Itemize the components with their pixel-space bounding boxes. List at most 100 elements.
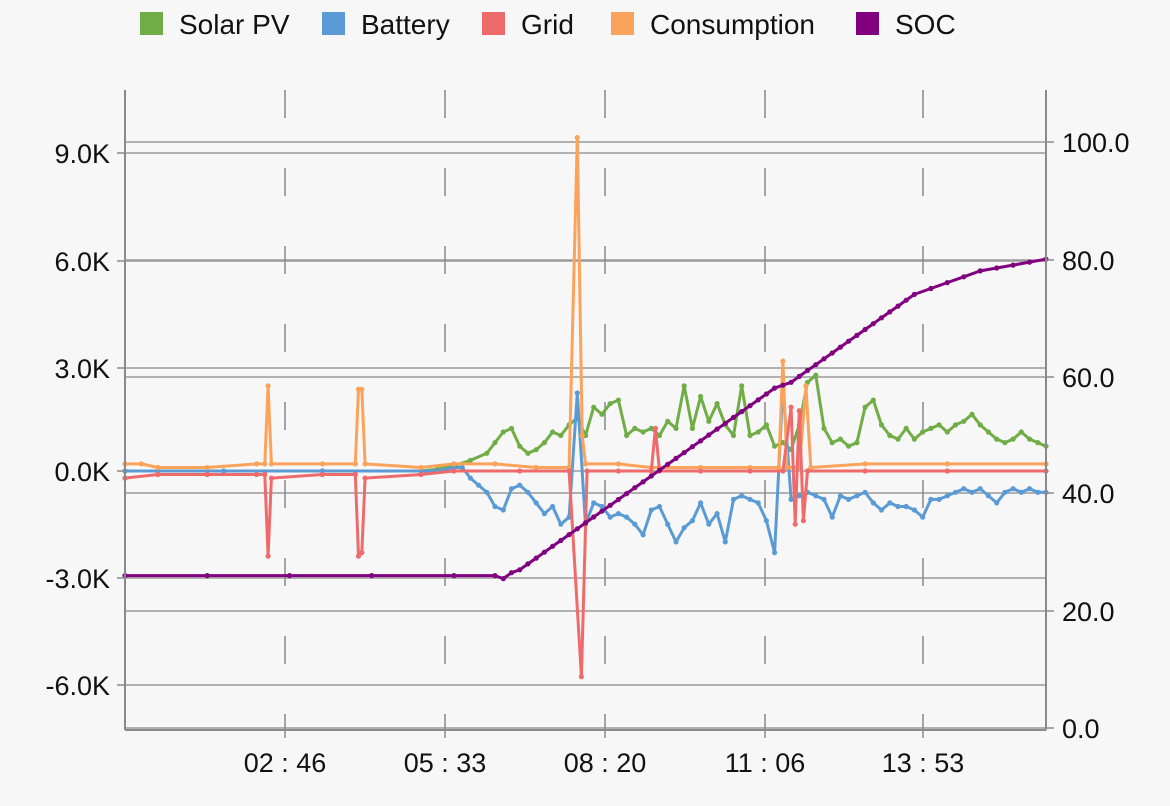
legend-label: Battery <box>361 9 450 40</box>
data-point <box>846 496 852 502</box>
data-point <box>615 461 622 467</box>
data-point <box>533 555 539 561</box>
data-point <box>1027 486 1033 492</box>
data-point <box>599 508 605 514</box>
data-point <box>928 285 934 292</box>
data-point <box>558 521 564 527</box>
data-point <box>911 507 918 513</box>
data-point <box>632 521 638 527</box>
data-point <box>985 429 992 435</box>
data-point <box>467 475 473 481</box>
series-consumption <box>122 135 1049 471</box>
data-point <box>772 550 778 556</box>
data-point <box>492 573 498 579</box>
data-point <box>698 393 704 400</box>
data-point <box>788 496 794 502</box>
data-point <box>591 404 597 410</box>
data-point <box>837 493 844 499</box>
data-point <box>730 432 737 439</box>
data-point <box>803 383 809 389</box>
data-point <box>155 464 161 471</box>
data-point <box>673 455 679 461</box>
y-left-tick-label: 6.0K <box>54 247 110 277</box>
data-point <box>796 408 802 414</box>
data-point <box>944 493 950 499</box>
data-point <box>138 461 144 467</box>
data-point <box>714 426 720 432</box>
data-point <box>492 503 498 510</box>
data-point <box>788 379 794 385</box>
data-point <box>558 432 564 439</box>
data-point <box>615 468 622 474</box>
data-point <box>268 475 274 481</box>
data-point <box>870 321 876 327</box>
data-point <box>541 510 548 517</box>
y-right-tick-label: 80.0 <box>1062 246 1115 276</box>
data-point <box>624 491 630 497</box>
data-point <box>903 425 909 431</box>
data-point <box>541 549 548 555</box>
data-point <box>821 356 827 362</box>
data-point <box>204 573 210 579</box>
data-point <box>648 425 654 431</box>
legend-label: Solar PV <box>179 9 290 40</box>
data-point <box>541 440 548 446</box>
data-point <box>484 489 490 495</box>
legend-label: Grid <box>521 9 574 40</box>
data-point <box>352 471 358 478</box>
series-soc <box>122 256 1049 582</box>
data-point <box>599 503 605 510</box>
data-point <box>656 467 663 473</box>
data-point <box>359 386 365 392</box>
data-point <box>574 135 580 141</box>
data-point <box>977 268 983 274</box>
data-point <box>944 280 950 286</box>
data-point <box>369 573 375 579</box>
data-point <box>977 486 983 492</box>
data-point <box>1010 436 1016 442</box>
data-point <box>829 350 835 356</box>
data-point <box>262 461 268 467</box>
data-point <box>525 489 531 495</box>
data-point <box>944 429 950 435</box>
data-point <box>648 468 654 474</box>
data-point <box>689 425 696 431</box>
data-point <box>319 471 325 478</box>
data-point <box>550 543 556 549</box>
y-left-tick-label: -3.0K <box>45 564 110 594</box>
data-point <box>722 539 728 545</box>
data-point <box>714 401 720 407</box>
data-point <box>566 532 572 538</box>
data-point <box>788 404 794 410</box>
data-point <box>615 510 622 517</box>
data-point <box>928 496 934 502</box>
legend-swatch <box>856 12 879 35</box>
data-point <box>870 397 876 403</box>
x-tick-label: 11 : 06 <box>725 748 806 778</box>
y-right-tick-label: 100.0 <box>1062 128 1130 158</box>
x-tick-label: 05 : 33 <box>404 748 487 778</box>
data-point <box>780 382 786 388</box>
grid <box>125 90 1046 730</box>
data-point <box>451 468 457 474</box>
data-point <box>969 411 975 417</box>
data-point <box>362 461 368 467</box>
data-point <box>681 383 687 389</box>
data-point <box>1010 262 1016 268</box>
data-point <box>952 422 959 428</box>
data-point <box>895 303 901 309</box>
data-point <box>558 537 564 544</box>
legend-label: Consumption <box>650 9 815 40</box>
data-point <box>648 507 654 513</box>
data-point <box>640 532 646 538</box>
data-point <box>780 358 786 364</box>
series-line <box>124 405 1046 679</box>
data-point <box>928 425 934 431</box>
data-point <box>1002 440 1008 446</box>
data-point <box>533 500 539 506</box>
data-point <box>780 468 786 474</box>
data-point <box>936 496 942 502</box>
data-point <box>808 464 814 471</box>
data-point <box>747 403 753 409</box>
data-point <box>574 390 580 396</box>
